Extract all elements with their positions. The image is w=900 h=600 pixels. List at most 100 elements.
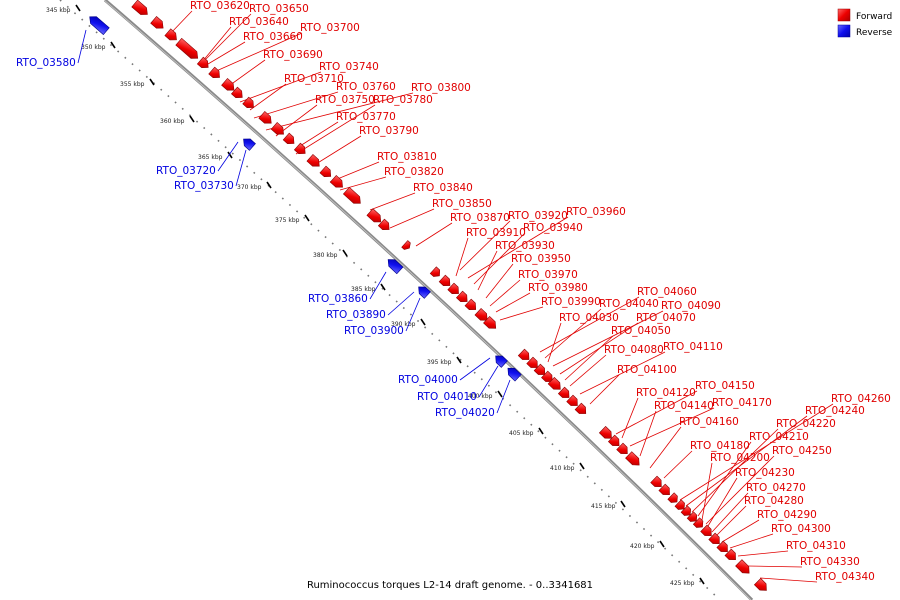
forward-gene-label[interactable]: RTO_04120: [636, 387, 696, 399]
label-leader-line: [685, 415, 808, 507]
reverse-gene-arrow: [89, 16, 110, 36]
forward-gene-label[interactable]: RTO_04230: [735, 467, 795, 479]
scale-tick: 400 kbp: [468, 390, 503, 400]
scale-tick: 405 kbp: [509, 427, 544, 437]
forward-gene-label[interactable]: RTO_03740: [319, 61, 379, 73]
forward-gene-label[interactable]: RTO_04150: [695, 380, 755, 392]
forward-gene-label[interactable]: RTO_04200: [710, 452, 770, 464]
forward-gene-label[interactable]: RTO_03940: [523, 222, 583, 234]
forward-gene-label[interactable]: RTO_03810: [377, 151, 437, 163]
forward-gene-label[interactable]: RTO_03800: [411, 82, 471, 94]
forward-gene-label[interactable]: RTO_04180: [690, 440, 750, 452]
forward-gene-label[interactable]: RTO_03840: [413, 182, 473, 194]
forward-gene-label[interactable]: RTO_04030: [559, 312, 619, 324]
forward-gene-label[interactable]: RTO_04270: [746, 482, 806, 494]
forward-gene-label[interactable]: RTO_04100: [617, 364, 677, 376]
forward-gene-label[interactable]: RTO_04070: [636, 312, 696, 324]
label-leader-line: [707, 477, 738, 527]
forward-gene-label[interactable]: RTO_03950: [511, 253, 571, 265]
forward-gene-label[interactable]: RTO_03850: [432, 198, 492, 210]
forward-gene-label[interactable]: RTO_03650: [249, 3, 309, 15]
legend-forward-swatch: [837, 8, 851, 22]
label-leader-line: [639, 410, 657, 457]
forward-gene-label[interactable]: RTO_03990: [541, 296, 601, 308]
forward-gene-label[interactable]: RTO_03870: [450, 212, 510, 224]
forward-gene-label[interactable]: RTO_04240: [805, 405, 865, 417]
forward-gene-label[interactable]: RTO_04330: [800, 556, 860, 568]
forward-gene-label[interactable]: RTO_03620: [190, 0, 250, 12]
forward-gene-label[interactable]: RTO_03960: [566, 206, 626, 218]
forward-gene-label[interactable]: RTO_04050: [611, 325, 671, 337]
forward-gene-label[interactable]: RTO_04280: [744, 495, 804, 507]
label-leader-line: [697, 441, 752, 517]
forward-gene-label[interactable]: RTO_04210: [749, 431, 809, 443]
forward-gene-label[interactable]: RTO_03970: [518, 269, 578, 281]
forward-gene-label[interactable]: RTO_03820: [384, 166, 444, 178]
forward-gene-label[interactable]: RTO_04080: [604, 344, 664, 356]
forward-gene-label[interactable]: RTO_04160: [679, 416, 739, 428]
label-leader-line: [569, 354, 607, 387]
label-leader-line: [405, 297, 421, 332]
forward-gene-label[interactable]: RTO_04060: [637, 286, 697, 298]
forward-gene-label[interactable]: RTO_03980: [528, 282, 588, 294]
forward-gene-label[interactable]: RTO_04170: [712, 397, 772, 409]
reverse-gene-label[interactable]: RTO_03860: [308, 293, 368, 305]
forward-gene-arrow: [270, 122, 284, 135]
forward-gene-arrow: [306, 154, 320, 167]
forward-gene-label[interactable]: RTO_04090: [661, 300, 721, 312]
forward-gene-label[interactable]: RTO_03660: [243, 31, 303, 43]
legend: Forward Reverse: [837, 8, 893, 38]
scale-tick: 390 kbp: [391, 318, 426, 328]
label-leader-line: [459, 357, 491, 381]
forward-gene-label[interactable]: RTO_03780: [373, 94, 433, 106]
label-leader-line: [415, 222, 453, 247]
forward-gene-arrow: [724, 548, 736, 561]
reverse-gene-label[interactable]: RTO_04000: [398, 374, 458, 386]
forward-gene-label[interactable]: RTO_04250: [772, 445, 832, 457]
forward-gene-label[interactable]: RTO_04040: [599, 298, 659, 310]
forward-gene-label[interactable]: RTO_03640: [229, 16, 289, 28]
forward-gene-label[interactable]: RTO_04110: [663, 341, 723, 353]
forward-gene-arrow: [574, 402, 587, 414]
forward-gene-label[interactable]: RTO_04310: [786, 540, 846, 552]
label-leader-line: [389, 208, 435, 229]
forward-gene-label[interactable]: RTO_03790: [359, 125, 419, 137]
reverse-gene-label[interactable]: RTO_04010: [417, 391, 477, 403]
reverse-gene-label[interactable]: RTO_04020: [435, 407, 495, 419]
scale-tick: 380 kbp: [313, 249, 348, 259]
forward-gene-label[interactable]: RTO_03750: [315, 94, 375, 106]
forward-gene-label[interactable]: RTO_03930: [495, 240, 555, 252]
reverse-gene-label[interactable]: RTO_03890: [326, 309, 386, 321]
reverse-gene-label[interactable]: RTO_03900: [344, 325, 404, 337]
forward-gene-label[interactable]: RTO_03920: [508, 210, 568, 222]
label-leader-line: [649, 426, 682, 469]
tick-label: 405 kbp: [509, 430, 534, 437]
forward-gene-label[interactable]: RTO_03770: [336, 111, 396, 123]
label-leader-line: [691, 428, 779, 513]
reverse-gene-label[interactable]: RTO_03580: [16, 57, 76, 69]
forward-gene-label[interactable]: RTO_04140: [654, 400, 714, 412]
tick-label: 395 kbp: [427, 359, 452, 366]
reverse-gene-label[interactable]: RTO_03730: [174, 180, 234, 192]
forward-gene-label[interactable]: RTO_04340: [815, 571, 875, 583]
forward-gene-label[interactable]: RTO_03910: [466, 227, 526, 239]
forward-gene-label[interactable]: RTO_04260: [831, 393, 891, 405]
scale-tick: 350 kbp: [81, 41, 116, 51]
forward-gene-label[interactable]: RTO_03690: [263, 49, 323, 61]
gene-labels: RTO_03620RTO_03640RTO_03650RTO_03660RTO_…: [16, 0, 891, 583]
forward-gene-arrow: [700, 524, 712, 536]
forward-gene-arrow: [366, 208, 382, 223]
scale-tick: 395 kbp: [427, 356, 462, 366]
forward-gene-arrow: [208, 66, 220, 79]
forward-gene-label[interactable]: RTO_04290: [757, 509, 817, 521]
scale-tick: 360 kbp: [160, 115, 195, 125]
forward-gene-arrow: [692, 517, 704, 528]
label-leader-line: [369, 192, 416, 211]
reverse-gene-label[interactable]: RTO_03720: [156, 165, 216, 177]
forward-gene-label[interactable]: RTO_04300: [771, 523, 831, 535]
forward-gene-label[interactable]: RTO_03760: [336, 81, 396, 93]
label-leader-line: [589, 374, 620, 405]
forward-gene-label[interactable]: RTO_04220: [776, 418, 836, 430]
forward-gene-label[interactable]: RTO_03700: [300, 22, 360, 34]
forward-gene-label[interactable]: RTO_03710: [284, 73, 344, 85]
